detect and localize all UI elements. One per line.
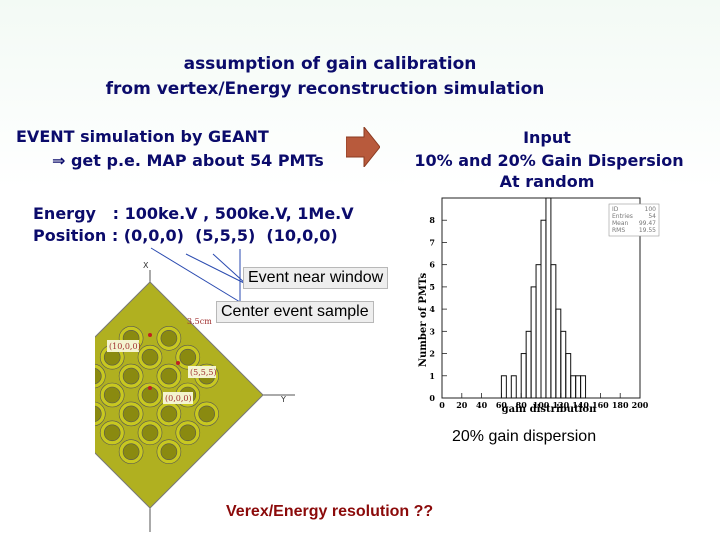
pmt-inner <box>122 367 140 385</box>
pmt-array <box>95 326 219 464</box>
leader-center-1 <box>150 247 241 303</box>
y-tick-label: 0 <box>429 393 435 403</box>
histogram-bar <box>510 375 517 399</box>
event-sim-line-2: ⇒ get p.e. MAP about 54 PMTs <box>52 151 324 170</box>
input-line-1: Input <box>523 128 571 147</box>
stats-mean-label: Mean <box>612 220 629 227</box>
x-tick-label: 100 <box>533 400 550 410</box>
pmt-inner <box>95 405 102 423</box>
energy-params: Energy : 100ke.V , 500ke.V, 1Me.V <box>33 204 354 223</box>
x-tick-label: 120 <box>552 400 569 410</box>
y-tick-label: 6 <box>429 260 435 270</box>
x-tick-label: 60 <box>496 400 508 410</box>
title-line-1: assumption of gain calibration <box>183 54 477 74</box>
point-far-box <box>107 340 139 352</box>
pmt-inner <box>179 348 197 366</box>
event-sim-line-1: EVENT simulation by GEANT <box>16 127 269 146</box>
histogram-ylabel: Number of PMTs <box>418 272 429 367</box>
stats-id-value: 100 <box>645 206 657 213</box>
y-tick-label: 7 <box>429 237 435 247</box>
stats-rms-label: RMS <box>612 227 625 234</box>
resolution-footer: Verex/Energy resolution ?? <box>226 503 434 520</box>
histogram-chart: Number of PMTs gain distribution 0 20 40 60… <box>418 197 660 415</box>
gain-histogram: Number of PMTs gain distribution 0 20 40 60… <box>404 180 662 435</box>
pmt-inner <box>160 367 178 385</box>
point-far-label: (10,0,0) <box>109 342 141 351</box>
histogram-xlabel: gain distribution <box>502 404 597 415</box>
pmt-inner <box>141 424 159 442</box>
vertex-mid-marker <box>176 361 180 365</box>
stats-rms-value: 19.55 <box>639 227 656 234</box>
y-tick-label: 1 <box>429 371 435 381</box>
input-line-3: At random <box>499 172 595 191</box>
point-mid-label: (5,5,5) <box>190 368 217 377</box>
pmt-inner <box>160 330 178 347</box>
leader-window-2 <box>212 253 247 285</box>
x-tick-label: 20 <box>456 400 468 410</box>
x-tick-label: 200 <box>632 400 649 410</box>
y-tick-label: 5 <box>429 282 435 292</box>
y-tick-label: 3 <box>429 326 435 336</box>
point-mid-box <box>188 366 216 378</box>
stats-entries-value: 54 <box>648 213 656 220</box>
x-tick-label: 140 <box>572 400 589 410</box>
y-tick-label: 4 <box>429 304 435 314</box>
point-center-label: (0,0,0) <box>165 394 192 403</box>
stats-id-label: ID <box>612 206 619 213</box>
vertex-far-marker <box>148 333 152 337</box>
scale-label: 3.5cm <box>187 317 212 326</box>
vertex-center-marker <box>148 386 152 390</box>
pmt-inner <box>160 405 178 423</box>
x-axis-label: X <box>143 262 149 270</box>
x-tick-label: 0 <box>439 400 445 410</box>
histogram-bar <box>580 375 587 399</box>
x-tick-label: 80 <box>516 400 528 410</box>
leader-window-1 <box>185 253 247 285</box>
pmt-inner <box>95 367 102 385</box>
title-line-2: from vertex/Energy reconstruction simula… <box>105 79 545 99</box>
pmt-inner <box>179 424 197 442</box>
pmt-inner <box>198 405 215 423</box>
histogram-caption: 20% gain dispersion <box>447 427 602 447</box>
y-axis-label: Y <box>280 395 286 404</box>
callout-event-near-window: Event near window <box>243 267 389 289</box>
stats-mean-value: 99.47 <box>639 220 656 227</box>
x-tick-label: 160 <box>592 400 609 410</box>
histogram-stats-box <box>608 203 660 237</box>
right-arrow-icon <box>346 127 380 167</box>
position-params: Position : (0,0,0) (5,5,5) (10,0,0) <box>33 226 338 245</box>
pmt-inner <box>141 348 159 366</box>
pmt-inner <box>103 424 121 442</box>
pmt-inner <box>122 443 140 460</box>
y-tick-label: 8 <box>429 215 435 225</box>
histogram-bar <box>500 375 507 399</box>
callout-center-event: Center event sample <box>216 301 374 323</box>
y-tick-label: 2 <box>429 349 435 359</box>
x-tick-label: 180 <box>612 400 629 410</box>
pmt-inner <box>103 386 121 404</box>
detector-geometry: X Y 3.5cm (10,0,0) (5,5,5) (0,0,0) <box>95 262 295 532</box>
pmt-inner <box>122 405 140 423</box>
stats-entries-label: Entries <box>612 213 633 220</box>
point-center-box <box>163 392 193 404</box>
input-line-2: 10% and 20% Gain Dispersion <box>414 151 684 170</box>
pmt-inner <box>160 443 178 460</box>
x-tick-label: 40 <box>476 400 488 410</box>
